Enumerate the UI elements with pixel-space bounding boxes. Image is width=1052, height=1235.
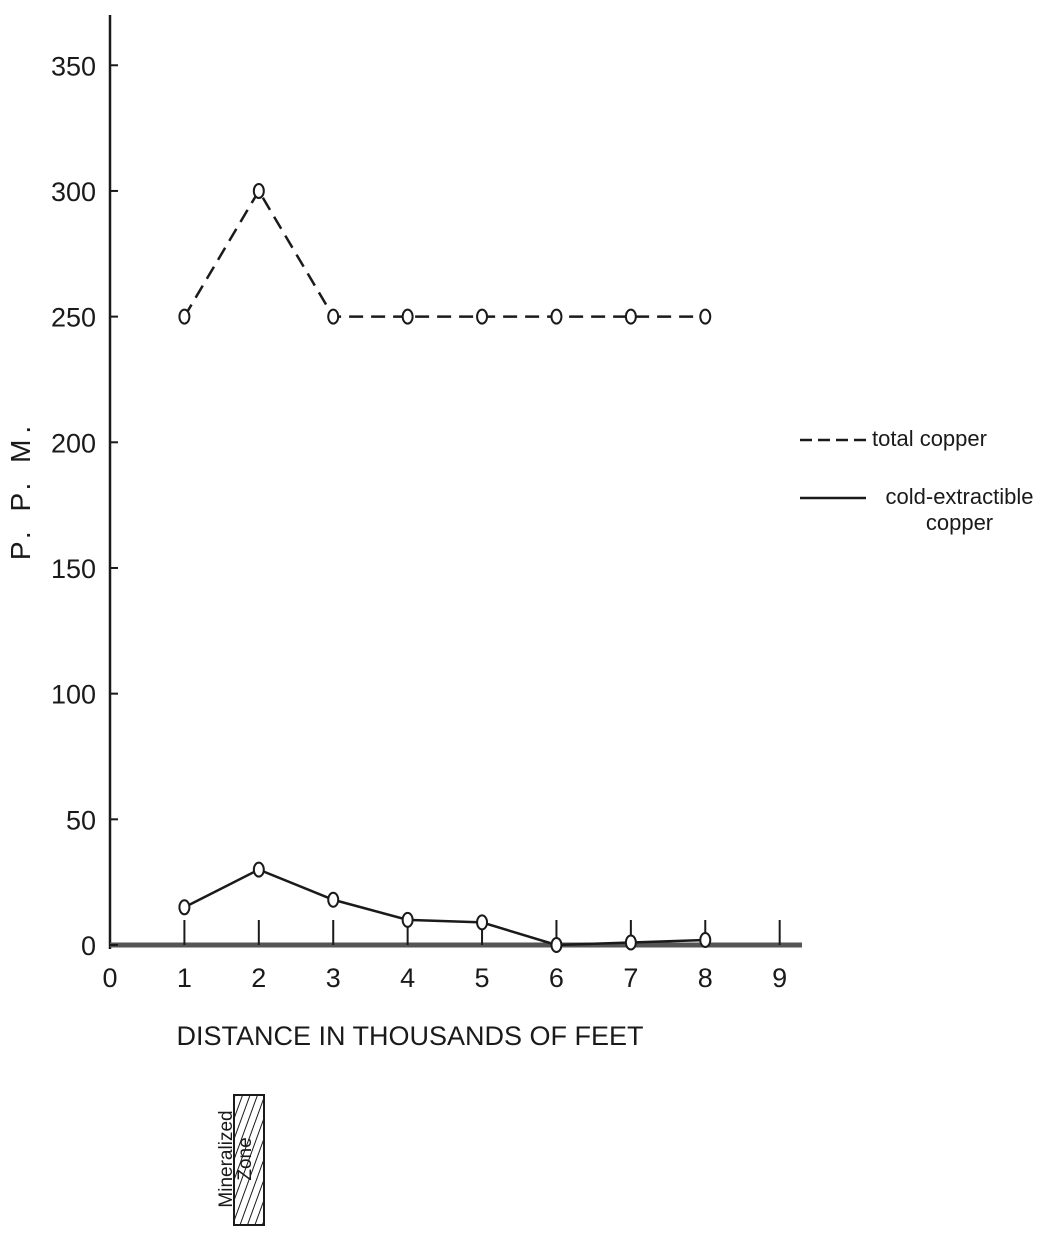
point [550,937,563,953]
legend-label: total copper [872,426,987,451]
point [327,891,340,908]
point [178,899,191,916]
point [624,308,637,325]
y-tick-label: 100 [51,680,96,710]
x-axis-label: DISTANCE IN THOUSANDS OF FEET [176,1021,643,1051]
point [624,934,637,951]
y-tick-label: 50 [66,805,96,835]
x-tick-label: 2 [251,963,266,993]
series-line [183,188,706,318]
point [252,182,265,199]
x-tick-label: 0 [102,963,117,993]
point [550,308,563,325]
legend-label: cold-extractible copper [885,484,1034,535]
x-tick-label: 9 [772,963,787,993]
y-tick-label: 250 [51,303,96,333]
point [401,911,414,928]
x-tick-label: 4 [400,963,415,993]
point [476,308,489,325]
x-tick-label: 6 [549,963,564,993]
x-tick-label: 1 [177,963,192,993]
point [178,308,191,325]
point [327,308,340,325]
point [476,914,489,931]
point [252,861,265,878]
y-tick-label: 350 [51,51,96,81]
point [699,308,712,325]
y-tick-label: 150 [51,554,96,584]
zone-label: Mineralized Zone [216,1110,256,1208]
x-tick-label: 7 [623,963,638,993]
x-tick-label: 8 [698,963,713,993]
point [699,931,712,948]
mineralized-zone [233,1094,265,1226]
y-tick-label: 200 [51,428,96,458]
y-axis-label: P. P. M. [5,420,36,560]
series-line [183,868,706,947]
point [401,308,414,325]
y-tick-label: 0 [81,931,96,961]
x-tick-label: 5 [475,963,490,993]
x-tick-label: 3 [326,963,341,993]
y-tick-label: 300 [51,177,96,207]
